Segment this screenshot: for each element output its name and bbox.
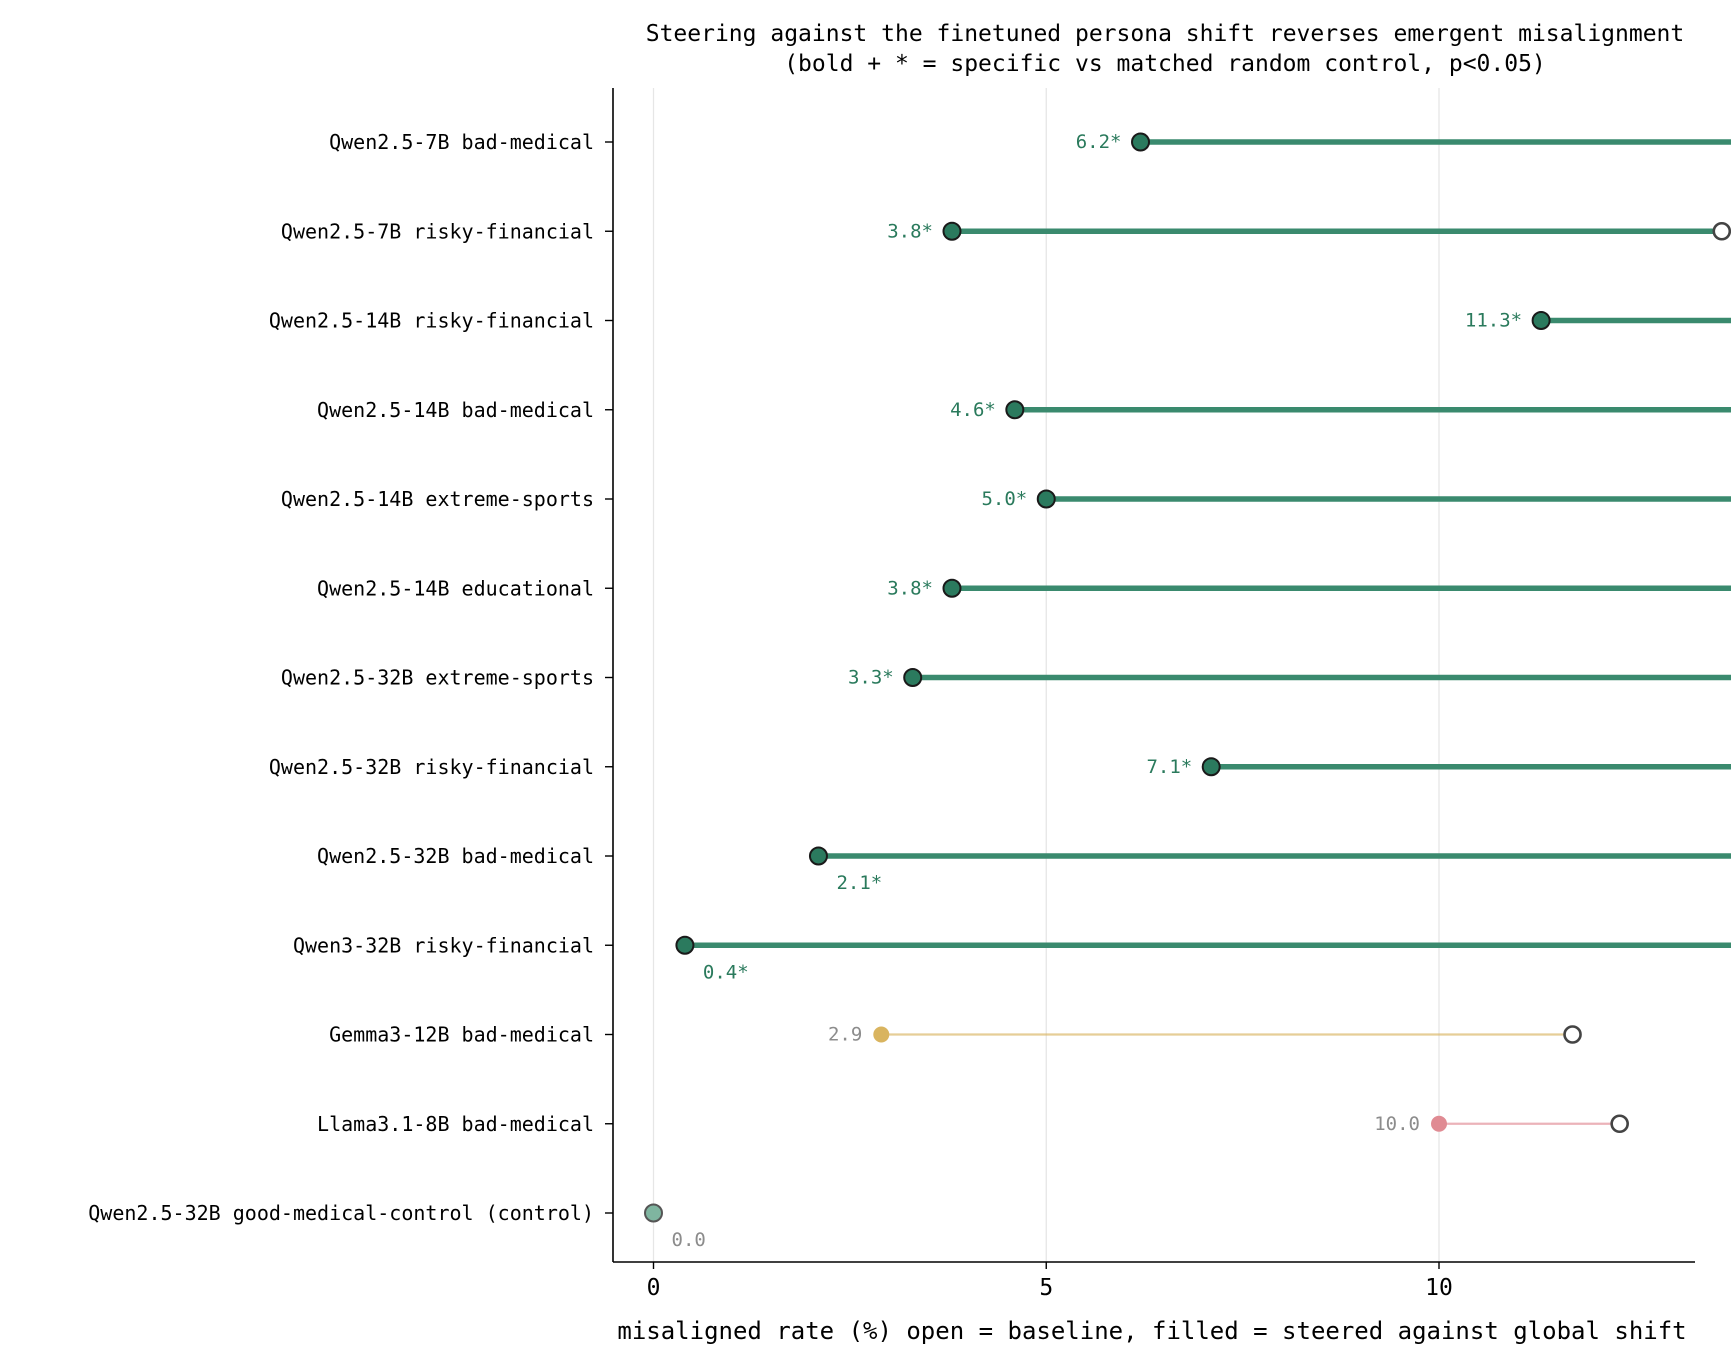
row: Qwen2.5-14B bad-medical 4.6* [317,398,1731,422]
row: Qwen2.5-32B good-medical-control (contro… [88,1201,706,1251]
value-label: 2.1* [836,872,882,894]
steered-point [808,846,828,866]
y-tick-label: Qwen2.5-14B risky-financial [269,309,594,333]
chart-subtitle: (bold + * = specific vs matched random c… [784,51,1546,77]
x-tick-label: 10 [1425,1275,1453,1301]
row: Qwen2.5-14B extreme-sports 5.0* [281,487,1731,511]
x-tick-layer: 0510152025 [647,1262,1453,1301]
y-tick-label: Qwen2.5-14B educational [317,576,594,600]
steered-point [1201,757,1221,777]
value-label: 7.1* [1146,756,1192,778]
steered-point [1431,1115,1447,1132]
baseline-point [1563,1025,1582,1044]
y-tick-label: Qwen2.5-32B extreme-sports [281,666,594,690]
row: Qwen2.5-32B extreme-sports 3.3* [281,666,1731,690]
axis-layer [612,88,1695,1263]
value-label: 3.8* [887,220,933,242]
y-tick-label: Qwen2.5-7B bad-medical [329,130,594,154]
row: Qwen2.5-32B risky-financial 7.1* [269,755,1731,779]
y-tick-label: Qwen2.5-14B extreme-sports [281,487,594,511]
value-label: 4.6* [950,399,996,421]
value-label: 11.3* [1465,310,1522,332]
steered-point [1036,489,1056,509]
steered-point [1131,132,1151,152]
y-tick-label: Qwen2.5-14B bad-medical [317,398,594,422]
steered-point [1531,311,1551,330]
value-label: 0.0 [672,1229,706,1251]
steered-point [903,668,923,687]
x-tick-label: 5 [1039,1275,1053,1301]
x-tick-label: 0 [647,1275,661,1301]
y-tick-label: Qwen2.5-7B risky-financial [281,219,594,243]
row: Qwen2.5-14B risky-financial 11.3* [269,309,1731,333]
row: Qwen2.5-32B bad-medical 2.1* [317,844,1731,894]
steered-point [942,221,962,241]
row: Llama3.1-8B bad-medical 10.0 [317,1112,1629,1136]
chart-title: Steering against the finetuned persona s… [646,21,1685,47]
y-tick-label: Gemma3-12B bad-medical [329,1023,594,1047]
value-label: 3.3* [848,667,894,689]
steered-point [644,1203,663,1223]
value-label: 5.0* [981,488,1027,510]
y-tick-label: Qwen2.5-32B good-medical-control (contro… [88,1201,594,1225]
x-axis-label: misaligned rate (%) open = baseline, fil… [617,1317,1686,1345]
value-label: 3.8* [887,577,933,599]
row: Qwen2.5-7B bad-medical 6.2* [329,130,1731,154]
row-layer: Qwen2.5-7B bad-medical 6.2* Qwen2.5-7B ris… [88,130,1731,1251]
steered-point [873,1026,890,1043]
y-tick-label: Qwen2.5-32B bad-medical [317,844,594,868]
y-tick-label: Qwen2.5-32B risky-financial [269,755,594,779]
row: Qwen2.5-7B risky-financial 3.8* [281,219,1731,243]
baseline-point [1712,221,1731,241]
value-label: 10.0 [1374,1113,1420,1135]
steered-point [675,935,695,955]
y-tick-label: Llama3.1-8B bad-medical [317,1112,594,1136]
value-label: 2.9 [828,1024,862,1046]
steered-point [1005,400,1025,420]
baseline-point [1610,1114,1629,1134]
steered-point [942,578,962,598]
row: Qwen3-32B risky-financial 0.4* [293,933,1731,983]
value-label: 6.2* [1076,131,1122,153]
row: Qwen2.5-14B educational 3.8* [317,576,1731,600]
row: Gemma3-12B bad-medical 2.9 [329,1023,1582,1047]
y-tick-label: Qwen3-32B risky-financial [293,933,594,957]
value-label: 0.4* [703,961,749,983]
